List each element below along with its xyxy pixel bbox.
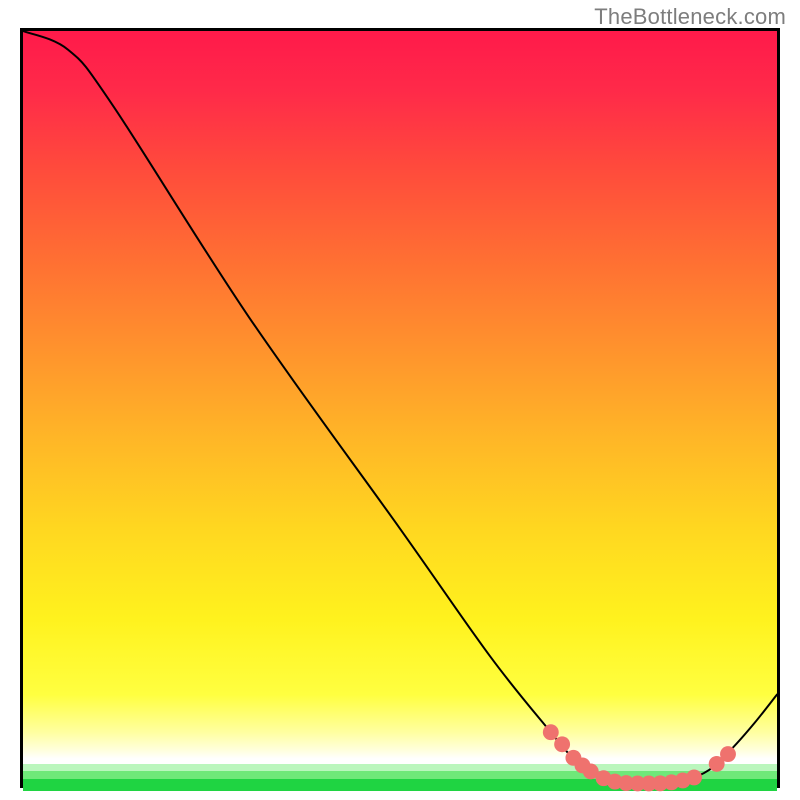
marker-group <box>543 724 736 791</box>
chart-stage: TheBottleneck.com <box>0 0 800 800</box>
data-marker <box>720 746 736 762</box>
data-marker <box>686 770 702 786</box>
plot-area <box>20 28 780 788</box>
watermark-text: TheBottleneck.com <box>594 4 786 30</box>
line-series <box>23 31 777 784</box>
data-marker <box>543 724 559 740</box>
data-marker <box>554 736 570 752</box>
chart-overlay <box>23 31 777 785</box>
